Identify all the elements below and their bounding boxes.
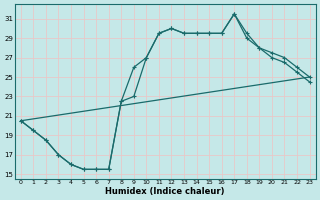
X-axis label: Humidex (Indice chaleur): Humidex (Indice chaleur): [106, 187, 225, 196]
